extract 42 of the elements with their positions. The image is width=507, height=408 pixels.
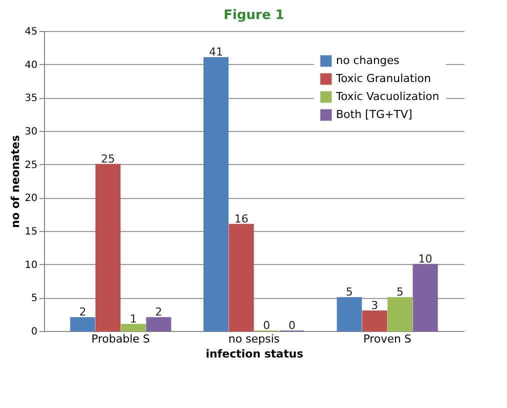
data-label: 2 xyxy=(79,306,86,319)
x-tick-label: no sepsis xyxy=(228,332,280,346)
y-tick-label: 0 xyxy=(31,326,38,338)
y-tick-label: 10 xyxy=(24,260,38,271)
x-tick-label: Proven S xyxy=(363,332,412,346)
legend-label: Both [TG+TV] xyxy=(336,108,412,121)
bar xyxy=(362,310,388,332)
x-axis-title: infection status xyxy=(206,348,304,360)
data-label: 0 xyxy=(263,319,270,332)
data-label: 1 xyxy=(130,312,137,326)
data-label: 0 xyxy=(288,319,296,332)
y-tick-label: 45 xyxy=(24,26,38,38)
y-tick-label: 5 xyxy=(31,293,38,304)
legend-label: Toxic Granulation xyxy=(335,72,431,85)
y-tick-label: 15 xyxy=(24,226,38,238)
bar xyxy=(228,224,254,332)
data-label: 5 xyxy=(346,286,353,299)
y-tick-label: 40 xyxy=(24,60,38,71)
legend-label: no changes xyxy=(336,54,400,67)
bar xyxy=(95,164,121,332)
y-tick-label: 25 xyxy=(24,160,38,171)
chart-title: Figure 1 xyxy=(224,8,284,23)
bar xyxy=(70,317,96,332)
x-tick-label: Probable S xyxy=(91,332,150,346)
legend-label: Toxic Vacuolization xyxy=(335,90,440,103)
y-tick-label: 30 xyxy=(24,126,38,138)
bar xyxy=(120,324,146,332)
y-tick-label: 20 xyxy=(24,193,38,204)
bar xyxy=(387,297,413,332)
data-label: 10 xyxy=(418,252,432,266)
y-axis-title: no of neonates xyxy=(8,134,22,228)
bar xyxy=(204,57,229,332)
data-label: 3 xyxy=(371,299,378,312)
data-label: 41 xyxy=(209,46,224,59)
data-label: 16 xyxy=(234,212,248,226)
data-label: 2 xyxy=(155,306,162,319)
y-tick-label: 35 xyxy=(24,93,38,104)
bar xyxy=(336,297,362,332)
data-label: 5 xyxy=(396,286,404,299)
bar xyxy=(412,264,438,332)
data-label: 25 xyxy=(101,152,116,166)
bar xyxy=(146,317,172,332)
